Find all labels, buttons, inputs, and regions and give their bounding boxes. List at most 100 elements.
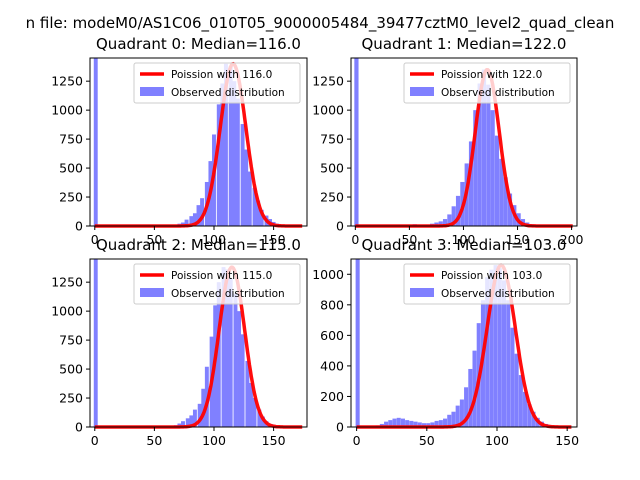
x-tick-label: 100 <box>202 232 226 247</box>
histogram-bar <box>225 269 230 427</box>
histogram-bar <box>237 311 242 427</box>
histogram-bar <box>189 415 194 427</box>
figure-suptitle: n file: modeM0/AS1C06_010T05_9000005484_… <box>26 14 615 33</box>
quadrant-2-panel: Quadrant 2: Median=115.0 0 50 100 150 0 250 500… <box>51 236 308 448</box>
y-tick-label: 500 <box>59 161 83 176</box>
histogram-bar <box>396 417 401 427</box>
x-tick-label: 0 <box>91 232 99 247</box>
histogram-bar <box>426 423 431 427</box>
x-tick-label: 150 <box>262 433 286 448</box>
quadrant-1-panel: Quadrant 1: Median=122.0 0 50 100 150 200 0 250… <box>312 35 583 247</box>
legend-box <box>133 62 301 104</box>
legend-poisson-label: Poission with 115.0 <box>171 270 272 282</box>
histogram-bar <box>434 420 439 427</box>
y-tick-label: 500 <box>320 161 344 176</box>
x-tick-label: 50 <box>146 232 162 247</box>
histogram-bar <box>417 422 422 427</box>
x-tick-label: 150 <box>262 232 286 247</box>
legend: Poission with 116.0 Observed distribution <box>133 62 301 104</box>
axes-frame <box>89 258 308 428</box>
legend-observed-label: Observed distribution <box>441 87 555 99</box>
y-tick-label: 250 <box>320 190 344 205</box>
axes-frame <box>350 258 578 428</box>
histogram-bar <box>185 418 190 427</box>
y-tick-label: 750 <box>59 132 83 147</box>
histogram-bar <box>486 84 491 226</box>
legend-observed-swatch <box>410 87 434 96</box>
histogram-bar <box>392 418 397 427</box>
histogram-bar <box>220 83 225 226</box>
histogram-bar <box>489 269 494 427</box>
legend-observed-swatch <box>140 288 164 297</box>
y-tick-label: 1250 <box>51 74 83 89</box>
histogram-bar <box>451 411 456 427</box>
histogram-bar <box>497 268 502 427</box>
histogram-bar <box>447 414 452 427</box>
legend-observed-swatch <box>140 87 164 96</box>
histogram-bar <box>232 81 237 226</box>
y-tick-label: 0 <box>336 219 344 234</box>
histogram-bar <box>252 398 257 427</box>
histogram-bar-zero <box>355 259 360 427</box>
y-tick-label: 0 <box>336 420 344 435</box>
histogram-bar <box>192 409 197 427</box>
histogram-bar <box>221 267 226 427</box>
histogram-bar <box>493 265 498 427</box>
legend-poisson-label: Poission with 116.0 <box>171 69 272 81</box>
legend: Poission with 103.0 Observed distribution <box>403 263 571 305</box>
y-tick-label: 250 <box>59 190 83 205</box>
histogram-bar <box>455 405 460 427</box>
y-tick-label: 400 <box>320 358 344 373</box>
histogram-bar <box>481 69 487 226</box>
histogram-bar-zero <box>93 58 98 226</box>
x-tick-label: 50 <box>419 433 435 448</box>
x-tick-label: 100 <box>202 433 226 448</box>
histogram-bar <box>405 420 410 427</box>
y-tick-label: 0 <box>75 219 83 234</box>
histogram-bar <box>494 135 500 226</box>
histogram-bar <box>245 360 250 427</box>
histogram-bar <box>201 388 206 427</box>
histogram-bar <box>244 149 249 226</box>
x-tick-label: 150 <box>506 232 530 247</box>
panel-title: Quadrant 2: Median=115.0 <box>96 236 301 254</box>
histogram-bar <box>455 195 461 226</box>
histogram-bar <box>430 422 435 427</box>
axes-frame <box>350 57 578 227</box>
histogram-bar <box>438 221 443 226</box>
histogram-bar <box>196 205 201 226</box>
y-tick-label: 1000 <box>51 304 83 319</box>
histogram-bar <box>531 411 536 427</box>
histogram-bar <box>256 200 261 226</box>
histogram-bar <box>438 420 443 427</box>
panel-title: Quadrant 1: Median=122.0 <box>362 35 567 53</box>
quadrant-3-panel: Quadrant 3: Median=103.0 0 50 100 150 0 200 400… <box>312 236 579 448</box>
histogram-bar <box>451 206 456 226</box>
histogram-bar <box>472 350 477 427</box>
histogram-bar <box>240 334 245 427</box>
legend: Poission with 115.0 Observed distribution <box>133 263 301 305</box>
y-tick-label: 1250 <box>312 74 344 89</box>
y-tick-label: 750 <box>59 333 83 348</box>
histogram-bar <box>228 66 233 226</box>
legend-observed-swatch <box>410 288 434 297</box>
histogram-bar <box>247 171 252 226</box>
axes-frame <box>89 57 308 227</box>
y-tick-label: 1250 <box>51 275 83 290</box>
histogram-bar <box>468 368 473 427</box>
x-tick-label: 0 <box>351 232 359 247</box>
y-tick-label: 600 <box>320 328 344 343</box>
histogram-bar <box>200 198 205 226</box>
histogram-bar <box>514 353 519 427</box>
histogram-bar <box>473 110 478 226</box>
histogram-bar <box>507 193 513 226</box>
x-tick-label: 200 <box>560 232 584 247</box>
histogram-bar <box>413 421 418 427</box>
legend-poisson-label: Poission with 122.0 <box>441 69 542 81</box>
histogram-bar <box>192 213 197 226</box>
histogram-bar <box>248 382 253 427</box>
legend-box <box>403 62 571 104</box>
histogram-bar <box>421 423 427 427</box>
legend-observed-label: Observed distribution <box>441 288 555 300</box>
